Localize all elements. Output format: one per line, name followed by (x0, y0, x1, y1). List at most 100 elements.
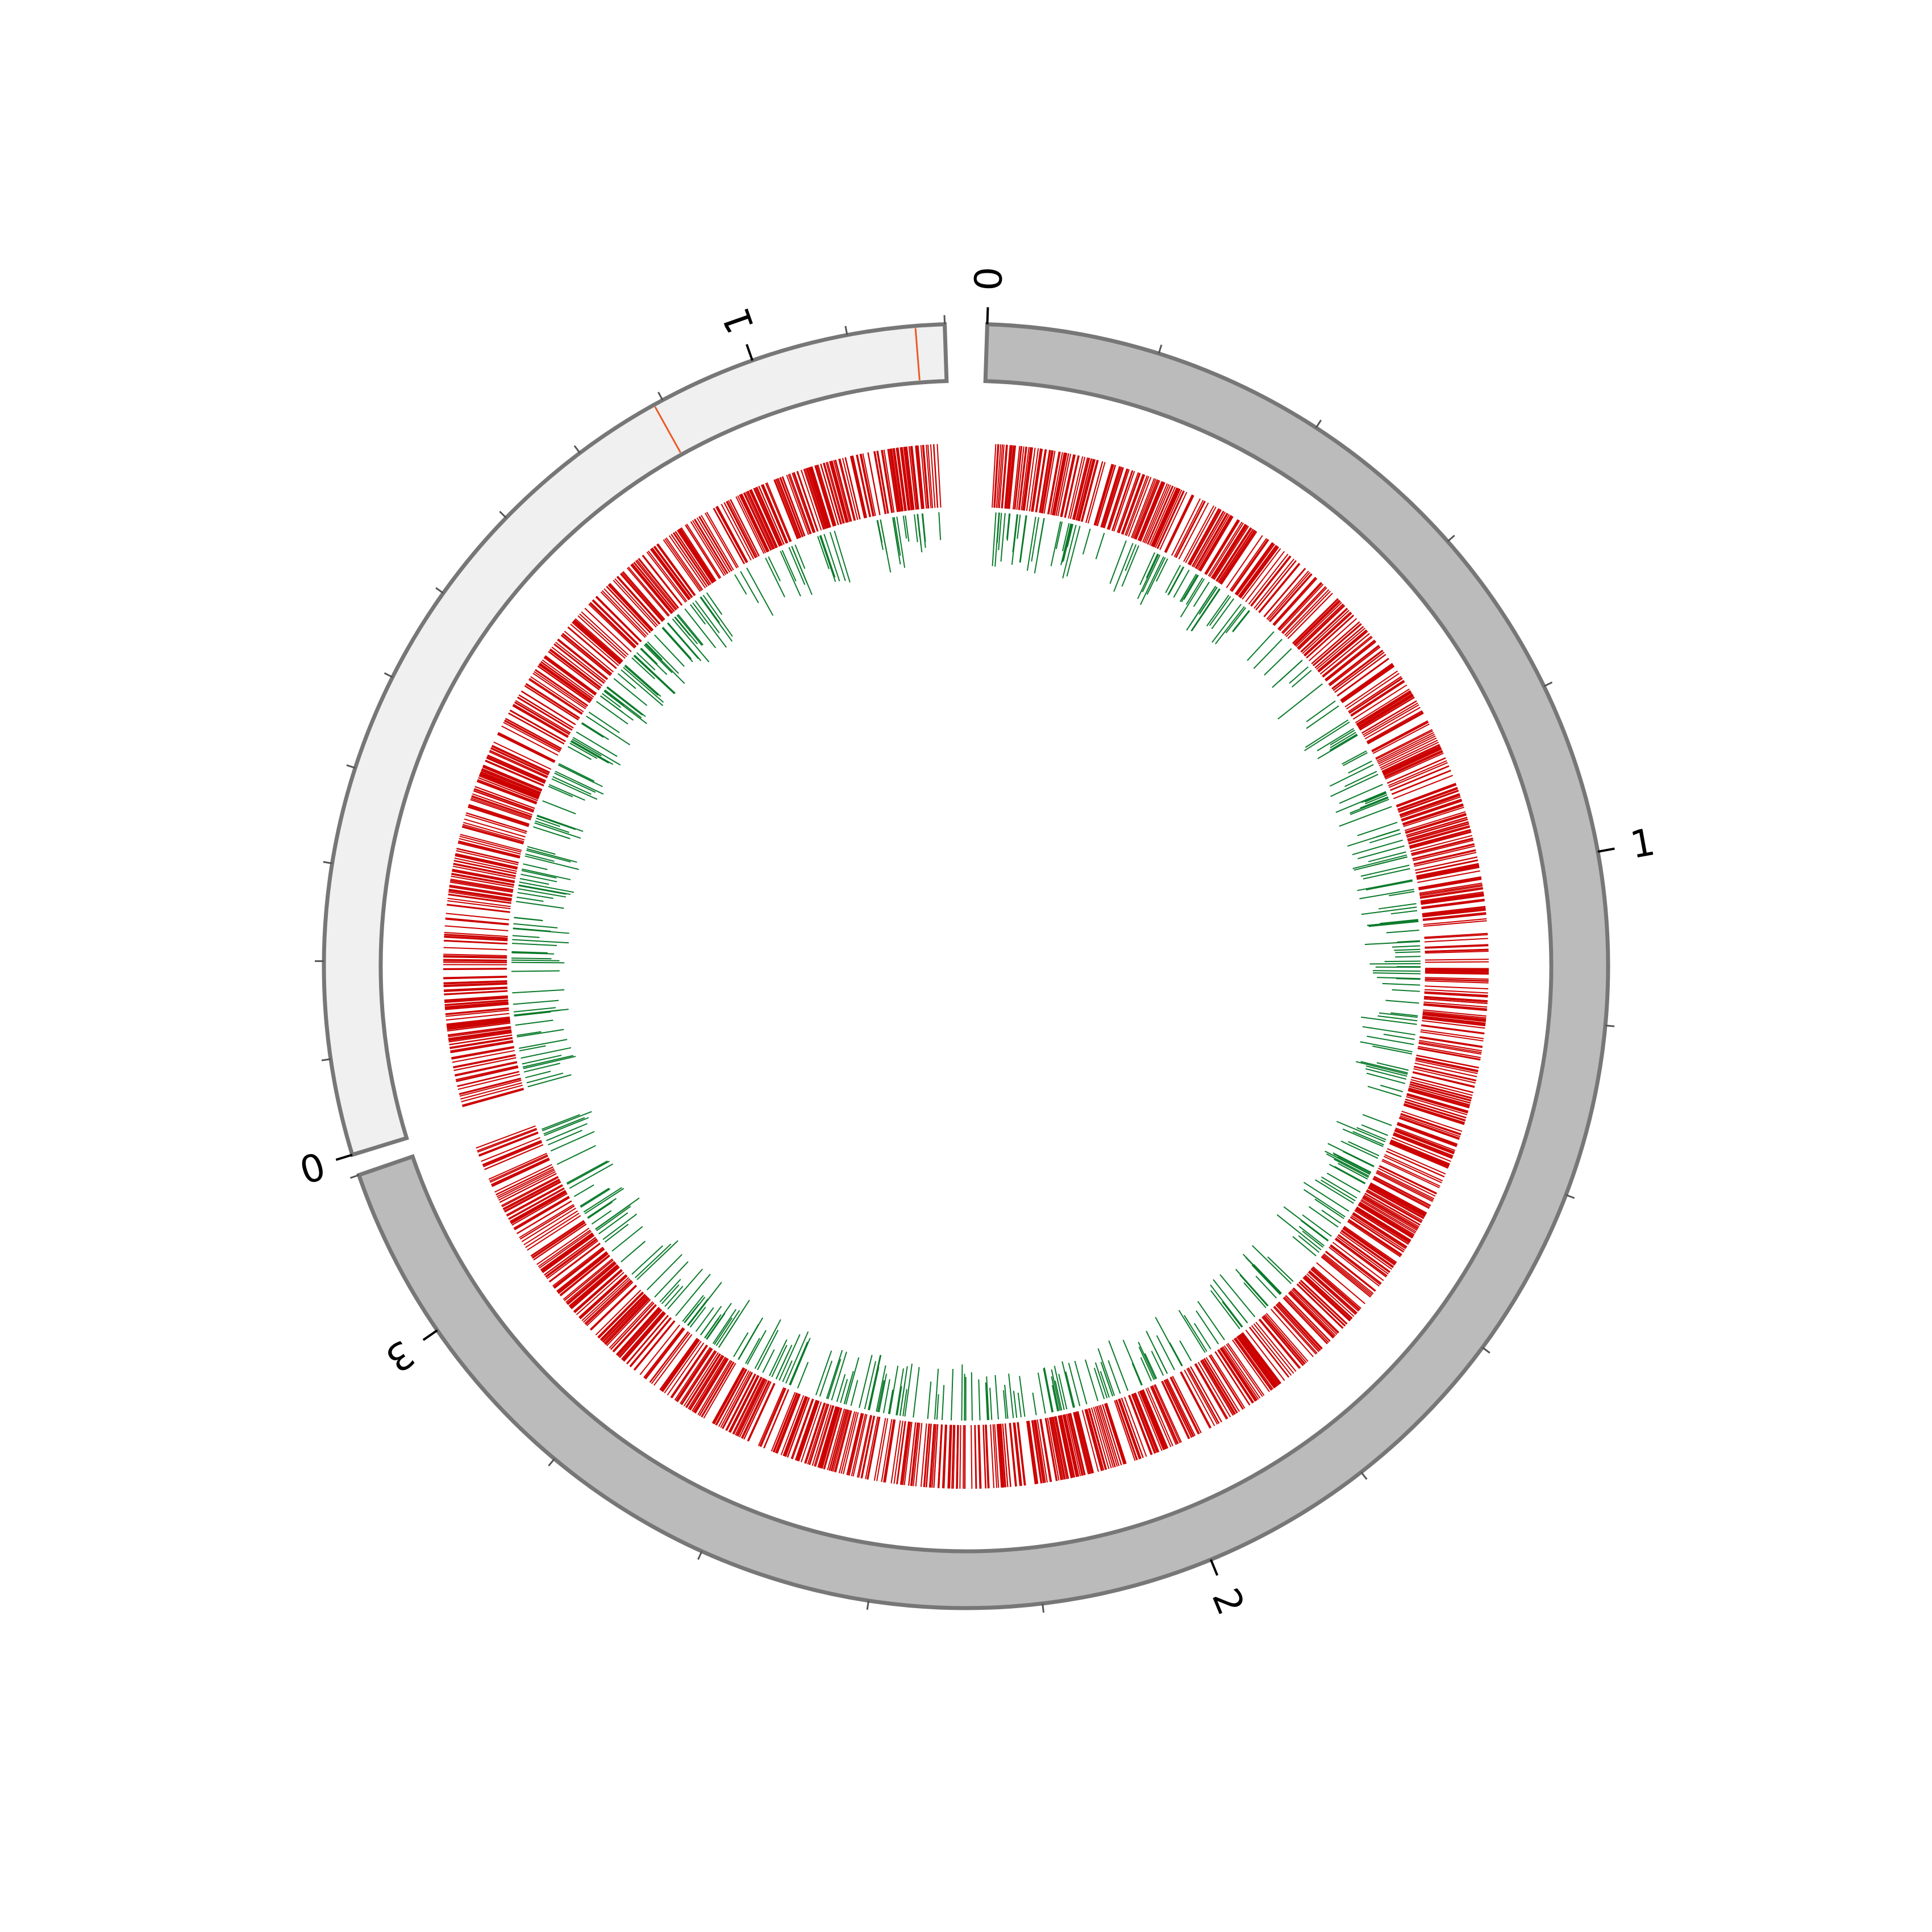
inner-feature (745, 1338, 760, 1364)
inner-feature (647, 641, 679, 674)
outer-feature (1348, 677, 1403, 714)
outer-feature (580, 1275, 628, 1319)
outer-feature (744, 492, 772, 551)
outer-feature (1314, 626, 1364, 668)
outer-feature (903, 1422, 913, 1485)
inner-feature (1362, 1026, 1415, 1036)
outer-feature (1064, 1414, 1080, 1477)
outer-feature (1052, 452, 1067, 515)
outer-feature (1010, 1423, 1017, 1487)
outer-feature (1219, 530, 1256, 584)
outer-feature (1089, 1408, 1107, 1470)
outer-feature (1306, 1273, 1355, 1317)
inner-feature (1372, 1046, 1413, 1055)
outer-feature (1403, 806, 1464, 827)
inner-feature (1167, 566, 1184, 596)
outer-feature (1218, 1349, 1255, 1403)
outer-feature (1076, 1411, 1093, 1473)
outer-feature (1137, 481, 1163, 541)
outer-feature (1068, 1413, 1084, 1476)
outer-feature (1422, 1015, 1486, 1024)
inner-feature (519, 881, 574, 893)
outer-feature (1357, 692, 1412, 727)
outer-feature (586, 1281, 634, 1326)
inner-feature (1339, 806, 1392, 827)
outer-feature (1421, 1024, 1485, 1034)
inner-feature (1058, 1373, 1068, 1410)
outer-feature (920, 1423, 927, 1487)
inner-feature (902, 1389, 907, 1417)
outer-feature (810, 466, 831, 528)
outer-feature (1404, 1101, 1466, 1121)
plasmid-minor-tick (346, 764, 356, 769)
outer-feature (459, 1078, 522, 1096)
outer-feature (1339, 1231, 1392, 1270)
inner-feature (850, 1380, 859, 1406)
outer-feature (1261, 1316, 1304, 1366)
inner-feature (512, 989, 565, 994)
outer-feature (1013, 1422, 1021, 1487)
inner-feature (1013, 1390, 1018, 1418)
outer-feature (936, 444, 942, 508)
outer-feature (1393, 775, 1454, 800)
inner-feature (896, 1368, 904, 1415)
outer-feature (1240, 1333, 1280, 1385)
inner-feature (789, 1342, 808, 1385)
outer-feature (1060, 454, 1076, 517)
outer-feature (1085, 1409, 1104, 1471)
outer-feature (1105, 1403, 1126, 1464)
outer-feature (1097, 465, 1117, 527)
outer-feature (1289, 1291, 1335, 1338)
outer-feature (1370, 1182, 1427, 1214)
inner-feature (1337, 1156, 1371, 1175)
outer-feature (590, 1285, 637, 1330)
outer-feature (753, 488, 780, 547)
outer-feature (925, 1423, 932, 1488)
outer-feature (453, 1055, 516, 1069)
outer-feature (616, 576, 660, 625)
inner-feature (712, 1309, 737, 1344)
outer-feature (1183, 505, 1215, 563)
outer-feature (470, 799, 531, 821)
outer-feature (521, 690, 576, 725)
inner-feature (1054, 1365, 1065, 1410)
outer-feature (478, 1132, 539, 1156)
inner-feature (1138, 1342, 1156, 1380)
inner-feature (714, 1317, 733, 1345)
outer-feature (538, 664, 592, 702)
outer-feature (1342, 665, 1395, 703)
main-chromosome-major-tick (1209, 1559, 1219, 1576)
outer-feature (1270, 1309, 1314, 1358)
inner-feature (1320, 1179, 1356, 1202)
outer-feature (852, 455, 867, 518)
inner-feature (706, 1315, 723, 1340)
main-chromosome-minor-tick (1360, 1471, 1368, 1480)
outer-feature (795, 1400, 817, 1461)
outer-feature (457, 842, 520, 859)
outer-feature (1416, 863, 1479, 877)
outer-feature (653, 1334, 693, 1386)
outer-feature (1236, 1336, 1275, 1389)
outer-feature (1377, 1167, 1436, 1197)
outer-feature (1189, 509, 1222, 565)
outer-feature (1352, 684, 1408, 720)
outer-feature (1052, 452, 1065, 515)
outer-feature (511, 1193, 568, 1226)
outer-feature (588, 603, 635, 649)
outer-feature (558, 1253, 609, 1294)
outer-feature (1132, 1393, 1156, 1454)
outer-feature (546, 1239, 598, 1278)
outer-feature (531, 1221, 585, 1258)
outer-feature (1185, 506, 1217, 563)
outer-feature (559, 1254, 610, 1296)
outer-feature (621, 1311, 664, 1360)
inner-feature (740, 571, 759, 603)
outer-feature (1418, 1046, 1481, 1059)
outer-feature (1399, 793, 1460, 815)
outer-feature (1292, 1288, 1339, 1334)
outer-feature (459, 1080, 522, 1097)
outer-feature (996, 1424, 1002, 1488)
outer-feature (1117, 472, 1139, 533)
inner-feature (514, 1011, 551, 1017)
